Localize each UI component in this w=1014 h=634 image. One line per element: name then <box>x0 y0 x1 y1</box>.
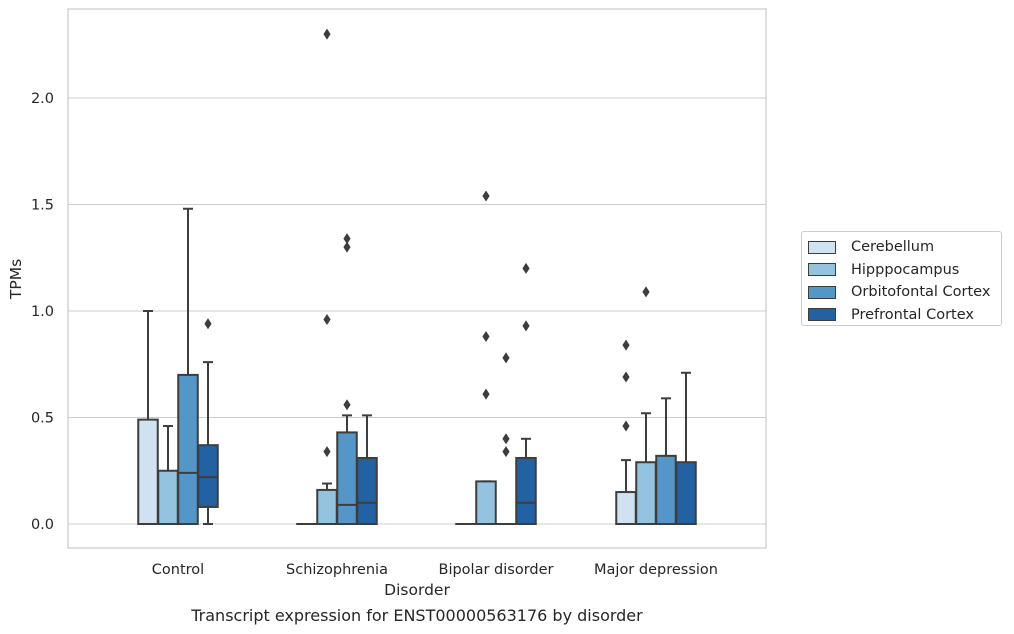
plot-frame <box>67 8 767 549</box>
y-tick-label: 2.0 <box>31 91 54 107</box>
box-orbitofontal-cortex <box>495 352 517 526</box>
outlier-point <box>522 262 530 274</box>
legend-label: Cerebellum <box>851 239 935 256</box>
x-tick-labels: Control Schizophrenia Bipolar disorder Majo… <box>152 562 718 578</box>
box-prefrontal-cortex <box>356 414 378 525</box>
outlier-point <box>482 388 490 400</box>
outlier-point <box>642 286 650 298</box>
outlier-point <box>522 320 530 332</box>
box-prefrontal-cortex <box>675 371 697 526</box>
y-tick-label: 0.5 <box>31 411 54 427</box>
outlier-point <box>482 190 490 202</box>
outlier-point <box>343 233 351 245</box>
legend-label: Prefrontal Cortex <box>851 306 974 323</box>
box-iqr <box>197 444 219 508</box>
legend-item: Prefrontal Cortex <box>802 304 1001 327</box>
box-hipppocampus <box>316 28 338 526</box>
box-iqr <box>635 461 657 526</box>
box-iqr <box>157 469 179 525</box>
box-iqr <box>515 456 537 525</box>
outlier-point <box>323 446 331 458</box>
y-tick-label: 1.5 <box>31 198 54 214</box>
y-tick-labels: 0.0 0.5 1.0 1.5 2.0 <box>31 91 54 533</box>
box-iqr <box>675 461 697 526</box>
x-tick-label: Control <box>152 562 204 578</box>
outlier-point <box>502 433 510 445</box>
outlier-point <box>343 399 351 411</box>
outlier-point <box>502 446 510 458</box>
legend-swatch <box>808 240 836 254</box>
legend-item: Orbitofontal Cortex <box>802 281 1001 304</box>
y-axis-label: TPMs <box>7 259 25 300</box>
box-hipppocampus <box>475 190 497 525</box>
x-axis-label: Disorder <box>384 581 450 599</box>
box-orbitofontal-cortex <box>655 397 677 525</box>
chart-caption: Transcript expression for ENST0000056317… <box>191 606 643 625</box>
box-iqr <box>336 431 358 525</box>
box-iqr <box>655 454 677 525</box>
box-iqr <box>177 373 199 525</box>
box-iqr <box>356 456 378 525</box>
box-prefrontal-cortex <box>515 262 537 525</box>
x-tick-label: Schizophrenia <box>286 562 388 578</box>
box-iqr <box>615 491 637 525</box>
legend-swatch <box>808 285 836 299</box>
x-tick-label: Major depression <box>594 562 718 578</box>
box-iqr <box>316 488 338 526</box>
box-prefrontal-cortex <box>197 318 219 525</box>
outlier-point <box>204 318 212 330</box>
legend-item: Cerebellum <box>802 236 1001 259</box>
outlier-point <box>323 28 331 40</box>
legend-label: Orbitofontal Cortex <box>851 284 991 301</box>
y-tick-label: 1.0 <box>31 304 54 320</box>
box-hipppocampus <box>157 425 179 525</box>
outlier-point <box>622 371 630 383</box>
box-iqr <box>475 480 497 525</box>
outlier-point <box>343 241 351 253</box>
box-orbitofontal-cortex <box>336 233 358 525</box>
legend-swatch <box>808 308 836 322</box>
y-tick-label: 0.0 <box>31 517 54 533</box>
legend-label: Hipppocampus <box>851 261 960 278</box>
box-hipppocampus <box>635 286 657 526</box>
outlier-point <box>323 314 331 326</box>
outlier-point <box>482 331 490 343</box>
box-groups <box>137 28 697 526</box>
x-tick-label: Bipolar disorder <box>439 562 554 578</box>
outlier-point <box>622 339 630 351</box>
outlier-point <box>502 352 510 364</box>
legend-item: Hipppocampus <box>802 259 1001 282</box>
box-iqr <box>137 418 159 526</box>
legend: Cerebellum Hipppocampus Orbitofontal Corte… <box>801 231 1002 326</box>
outlier-point <box>622 420 630 432</box>
box-orbitofontal-cortex <box>177 207 199 525</box>
box-cerebellum <box>615 339 637 525</box>
legend-swatch <box>808 263 836 277</box>
